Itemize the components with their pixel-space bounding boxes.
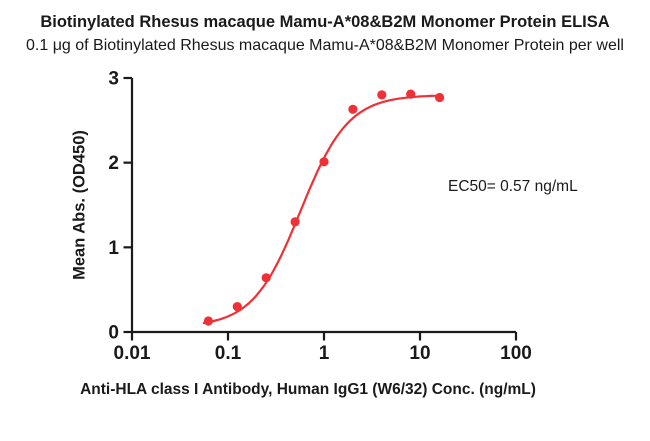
x-tick-label: 0.1 bbox=[215, 343, 242, 364]
y-tick-label: 1 bbox=[108, 238, 119, 259]
x-axis-label: Anti-HLA class I Antibody, Human IgG1 (W… bbox=[80, 381, 536, 398]
data-point bbox=[232, 302, 242, 312]
ec50-annotation: EC50= 0.57 ng/mL bbox=[448, 178, 578, 195]
fit-curve bbox=[202, 94, 442, 325]
data-point bbox=[435, 92, 445, 103]
x-tick-label: 100 bbox=[500, 343, 532, 364]
chart-title: Biotinylated Rhesus macaque Mamu-A*08&B2… bbox=[40, 13, 610, 31]
data-point bbox=[290, 217, 300, 227]
data-point bbox=[348, 104, 358, 114]
data-point bbox=[406, 89, 416, 99]
y-tick-label: 0 bbox=[108, 323, 119, 344]
x-tick-label: 10 bbox=[409, 343, 430, 364]
x-tick-label: 1 bbox=[319, 343, 330, 364]
axis-frame bbox=[130, 78, 516, 334]
y-axis-label: Mean Abs. (OD450) bbox=[70, 130, 89, 280]
chart-subtitle: 0.1 μg of Biotinylated Rhesus macaque Ma… bbox=[26, 37, 624, 54]
x-tick-label: 0.01 bbox=[114, 343, 151, 364]
data-point bbox=[377, 90, 387, 100]
y-tick-label: 3 bbox=[108, 69, 119, 90]
data-point bbox=[261, 273, 271, 283]
y-tick-label: 2 bbox=[108, 153, 119, 174]
data-point bbox=[203, 316, 213, 326]
data-point bbox=[319, 157, 329, 167]
